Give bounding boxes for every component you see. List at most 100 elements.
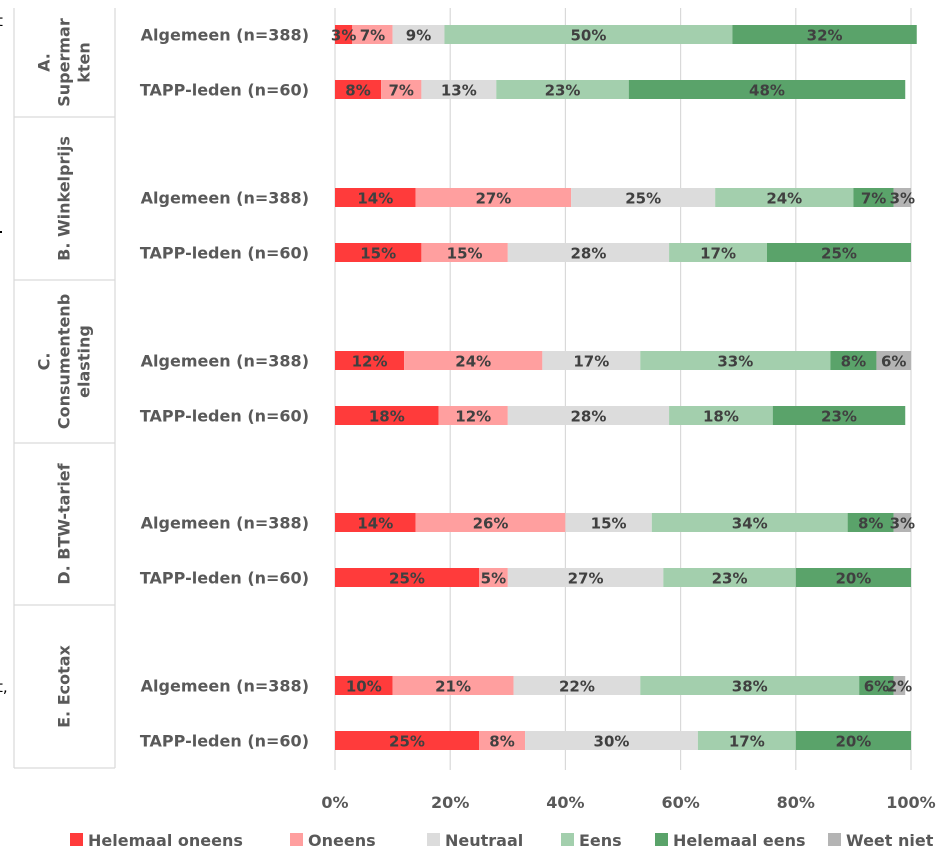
cropped-punctuation-mark <box>0 231 2 233</box>
bar-segment <box>479 731 526 750</box>
data-label: 17% <box>700 245 736 263</box>
bar-segment <box>767 243 911 262</box>
bar-segment <box>479 568 508 587</box>
bar-segment <box>663 568 796 587</box>
legend-label: Helemaal eens <box>673 831 806 850</box>
cropped-text-fragments: t t, <box>0 12 8 696</box>
data-label: 23% <box>821 408 857 426</box>
data-label: 24% <box>455 353 491 371</box>
cropped-text-fragment: t, <box>0 678 8 696</box>
bar-segment <box>421 243 508 262</box>
data-label: 8% <box>489 733 514 751</box>
bar-segment <box>335 406 439 425</box>
data-label: 26% <box>473 515 509 533</box>
legend-swatch <box>655 833 668 846</box>
data-label: 25% <box>389 733 425 751</box>
bar-segment <box>335 351 405 370</box>
legend-label: Neutraal <box>445 831 523 850</box>
data-label: 7% <box>861 190 886 208</box>
data-label: 3% <box>331 27 356 45</box>
bar-segment <box>335 25 353 44</box>
bar-segment <box>335 243 422 262</box>
bar-segment <box>444 25 733 44</box>
row-label: TAPP-leden (n=60) <box>140 81 309 100</box>
legend-swatch <box>70 833 83 846</box>
bar-segment <box>507 243 670 262</box>
data-label: 32% <box>807 27 843 45</box>
bar-segment <box>628 80 906 99</box>
x-tick-label: 60% <box>661 793 699 812</box>
legend-label: Helemaal oneens <box>88 831 243 850</box>
legend-item[interactable]: Oneens <box>290 831 376 850</box>
data-label: 8% <box>345 82 370 100</box>
legend-swatch <box>561 833 574 846</box>
bar-segment <box>335 513 416 532</box>
data-label: 23% <box>545 82 581 100</box>
bar-segment <box>669 243 767 262</box>
data-label: 15% <box>447 245 483 263</box>
data-label: 12% <box>455 408 491 426</box>
legend-item[interactable]: Weet niet <box>828 831 934 850</box>
data-label: 9% <box>406 27 431 45</box>
bar-segment <box>496 80 629 99</box>
bar-segment <box>525 731 698 750</box>
group-label: B. Winkelprijs <box>55 136 74 261</box>
bar-segment <box>640 351 831 370</box>
data-label: 6% <box>864 678 889 696</box>
bar-segment <box>404 351 543 370</box>
bar-segment <box>697 731 796 750</box>
group-label-line: E. Ecotax <box>55 644 74 727</box>
x-tick-label: 40% <box>546 793 584 812</box>
bar-segment <box>669 406 773 425</box>
bar-segment <box>507 406 670 425</box>
group-label-line: elasting <box>75 325 94 398</box>
group-label-line: Supermar <box>55 18 74 107</box>
legend-swatch <box>290 833 303 846</box>
bar-segment <box>392 676 514 695</box>
row-label: TAPP-leden (n=60) <box>140 732 309 751</box>
legend-item[interactable]: Neutraal <box>427 831 523 850</box>
bar-segment <box>335 568 479 587</box>
data-label: 7% <box>389 82 414 100</box>
data-label: 17% <box>729 733 765 751</box>
row-label: Algemeen (n=388) <box>141 514 309 533</box>
legend-item[interactable]: Eens <box>561 831 622 850</box>
labels: 0% 20% 40% 60% 80% 100% A. Supermar kten Algemeen… <box>35 18 936 812</box>
bar-segment <box>335 731 479 750</box>
bar-segment <box>795 731 911 750</box>
bar-segment <box>335 188 416 207</box>
bar-segment <box>893 676 906 695</box>
group-label: D. BTW-tarief <box>55 462 74 584</box>
x-tick-label: 80% <box>777 793 815 812</box>
data-label: 28% <box>570 245 606 263</box>
row-label: Algemeen (n=388) <box>141 352 309 371</box>
data-label: 21% <box>435 678 471 696</box>
x-tick-label: 0% <box>321 793 348 812</box>
legend-item[interactable]: Helemaal oneens <box>70 831 243 850</box>
bar-segment <box>651 513 848 532</box>
data-label: 48% <box>749 82 785 100</box>
data-label: 20% <box>835 570 871 588</box>
data-label: 8% <box>858 515 883 533</box>
row-label: Algemeen (n=388) <box>141 189 309 208</box>
bar-segment <box>640 676 860 695</box>
bar-segment <box>507 568 664 587</box>
data-label: 14% <box>357 190 393 208</box>
group-label-line: kten <box>75 42 94 83</box>
group-label-line: B. Winkelprijs <box>55 136 74 261</box>
cropped-text-fragment: t <box>0 12 3 30</box>
data-label: 7% <box>360 27 385 45</box>
bar-segment <box>392 25 445 44</box>
legend-item[interactable]: Helemaal eens <box>655 831 806 850</box>
data-label: 18% <box>369 408 405 426</box>
group-label-line: D. BTW-tarief <box>55 462 74 584</box>
data-label: 38% <box>732 678 768 696</box>
data-label: 6% <box>881 353 906 371</box>
legend[interactable]: Helemaal oneens Oneens Neutraal Eens Helemaa… <box>70 831 934 850</box>
group-label: A. Supermar kten <box>35 18 94 107</box>
data-label: 18% <box>703 408 739 426</box>
data-label: 20% <box>835 733 871 751</box>
data-label: 25% <box>625 190 661 208</box>
bar-segment <box>438 406 508 425</box>
